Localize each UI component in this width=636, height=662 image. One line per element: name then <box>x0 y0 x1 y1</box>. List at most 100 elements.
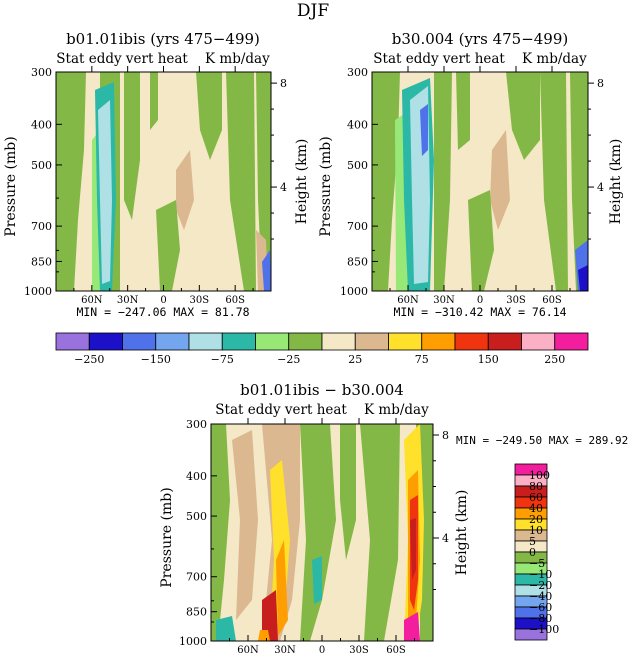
panel-1: b01.01ibis (yrs 475−499) Stat eddy vert … <box>55 30 272 292</box>
colorbar-diff-label: −20 <box>529 579 552 592</box>
panel-3-rtick-label: 4 <box>442 532 449 545</box>
panel-3-rtick-label: 8 <box>442 429 449 442</box>
panel-3-field <box>211 424 433 641</box>
panel-1-ytick-label: 850 <box>31 255 52 268</box>
colorbar-abs-label: 75 <box>415 353 429 366</box>
panel-1-minmax: MIN = −247.06 MAX = 81.78 <box>76 305 249 319</box>
colorbar-abs-box <box>421 332 456 351</box>
panel-3-xtick-label: 60S <box>386 645 406 656</box>
panel-3-ylabel-right: Height (km) <box>454 490 470 576</box>
panel-2-xtick-label: 0 <box>477 295 483 306</box>
colorbar-abs-label: −150 <box>141 353 171 366</box>
panel-1-xtick-label: 0 <box>160 295 166 306</box>
figure-title: DJF <box>297 1 329 21</box>
colorbar-abs-box <box>155 332 190 351</box>
colorbar-abs-box <box>487 332 522 351</box>
panel-2-xtick-label: 30N <box>433 295 455 306</box>
colorbar-diff-label: 0 <box>529 546 536 559</box>
panel-3-xtick-label: 60N <box>237 645 259 656</box>
panel-1-ytick-label: 700 <box>31 220 52 233</box>
panel-3-ytick-label: 300 <box>186 418 207 431</box>
panel-1-xtick-label: 60S <box>225 295 245 306</box>
panel-2-rtick-label: 8 <box>597 77 604 90</box>
panel-2-ytick-label: 850 <box>347 255 368 268</box>
panel-1-subtitle: Stat eddy vert heat K mb/day <box>56 51 270 67</box>
colorbar-abs-box <box>221 332 256 351</box>
colorbar-diff-label: −80 <box>529 612 552 625</box>
panel-3-ytick-label: 1000 <box>179 635 207 648</box>
panel-2-minmax: MIN = −310.42 MAX = 76.14 <box>393 305 566 319</box>
panel-2-ytick-label: 700 <box>347 220 368 233</box>
panel-3-subtitle: Stat eddy vert heat K mb/day <box>215 402 429 418</box>
panel-2-ytick-label: 1000 <box>340 285 368 298</box>
colorbar-abs-box <box>521 332 556 351</box>
colorbar-abs-box <box>454 332 489 351</box>
colorbar-abs-box <box>288 332 323 351</box>
colorbar-diff-label: −10 <box>529 568 552 581</box>
panel-1-ylabel: Pressure (mb) <box>3 136 19 236</box>
colorbar-abs-label: 250 <box>544 353 565 366</box>
colorbar-abs-box <box>188 332 223 351</box>
panel-3-ytick-label: 400 <box>186 470 207 483</box>
panel-3-ytick-label: 500 <box>186 510 207 523</box>
colorbar-diff-label: 100 <box>529 469 550 482</box>
colorbar-abs-label: −250 <box>74 353 104 366</box>
colorbar-diff-label: 60 <box>529 491 543 504</box>
panel-1-ytick-label: 1000 <box>24 285 52 298</box>
colorbar-diff-label: 40 <box>529 502 543 515</box>
panel-3: b01.01ibis − b30.004 Stat eddy vert heat… <box>210 381 434 642</box>
panel-1-title: b01.01ibis (yrs 475−499) <box>66 30 260 48</box>
colorbar-abs-box <box>388 332 423 351</box>
colorbar-diff-label: −40 <box>529 590 552 603</box>
panel-2-ytick-label: 300 <box>347 66 368 79</box>
panel-3-xtick-label: 30N <box>274 645 296 656</box>
panel-3-xtick-label: 0 <box>319 645 325 656</box>
panel-1-xtick-label: 30S <box>190 295 210 306</box>
panel-2-xtick-label: 60S <box>542 295 562 306</box>
panel-1-field <box>56 72 271 291</box>
colorbar-abs-label: −25 <box>277 353 300 366</box>
colorbar-abs-box <box>321 332 356 351</box>
panel-2-ylabel: Pressure (mb) <box>318 136 334 236</box>
panel-1-ytick-label: 300 <box>31 66 52 79</box>
colorbar-abs-box <box>554 332 589 351</box>
panel-3-ytick-label: 850 <box>186 606 207 619</box>
panel-1-ytick-label: 400 <box>31 118 52 131</box>
colorbar-abs-label: −75 <box>211 353 234 366</box>
colorbar-diff-label: 5 <box>529 535 536 548</box>
colorbar-abs-box <box>88 332 123 351</box>
colorbar-abs-box <box>354 332 389 351</box>
colorbar-diff-label: −60 <box>529 601 552 614</box>
panel-1-rtick-label: 8 <box>280 77 287 90</box>
colorbar-abs-box <box>122 332 157 351</box>
panel-1-xtick-label: 60N <box>81 295 103 306</box>
colorbar-abs-label: 25 <box>348 353 362 366</box>
panel-1-ytick-label: 500 <box>31 159 52 172</box>
panel-2-subtitle: Stat eddy vert heat K mb/day <box>373 51 587 67</box>
panel-1-rtick-label: 4 <box>280 181 287 194</box>
panel-2-rtick-label: 4 <box>597 181 604 194</box>
panel-3-minmax: MIN = −249.50 MAX = 289.92 <box>456 434 628 447</box>
panel-3-title: b01.01ibis − b30.004 <box>240 381 404 399</box>
panel-2-ytick-label: 500 <box>347 159 368 172</box>
panel-2-xtick-label: 60N <box>397 295 419 306</box>
panel-2-ylabel-right: Height (km) <box>608 139 624 225</box>
panel-2-ytick-label: 400 <box>347 118 368 131</box>
panel-2-field <box>372 72 588 291</box>
panel-2: b30.004 (yrs 475−499) Stat eddy vert hea… <box>371 30 589 292</box>
colorbar-diff-label: 80 <box>529 480 543 493</box>
panel-2-title: b30.004 (yrs 475−499) <box>392 30 569 48</box>
panel-3-ylabel: Pressure (mb) <box>159 487 175 587</box>
panel-1-xtick-label: 30N <box>117 295 139 306</box>
colorbar-diff-label: −100 <box>529 623 559 636</box>
colorbar-diff-label: −5 <box>529 557 545 570</box>
colorbar-diff-label: 10 <box>529 524 543 537</box>
colorbar-diff-label: 20 <box>529 513 543 526</box>
colorbar-abs-box <box>55 332 90 351</box>
colorbar-diff-box <box>514 628 548 641</box>
colorbar-abs-box <box>255 332 290 351</box>
panel-2-xtick-label: 30S <box>506 295 526 306</box>
panel-1-ylabel-right: Height (km) <box>294 139 310 225</box>
